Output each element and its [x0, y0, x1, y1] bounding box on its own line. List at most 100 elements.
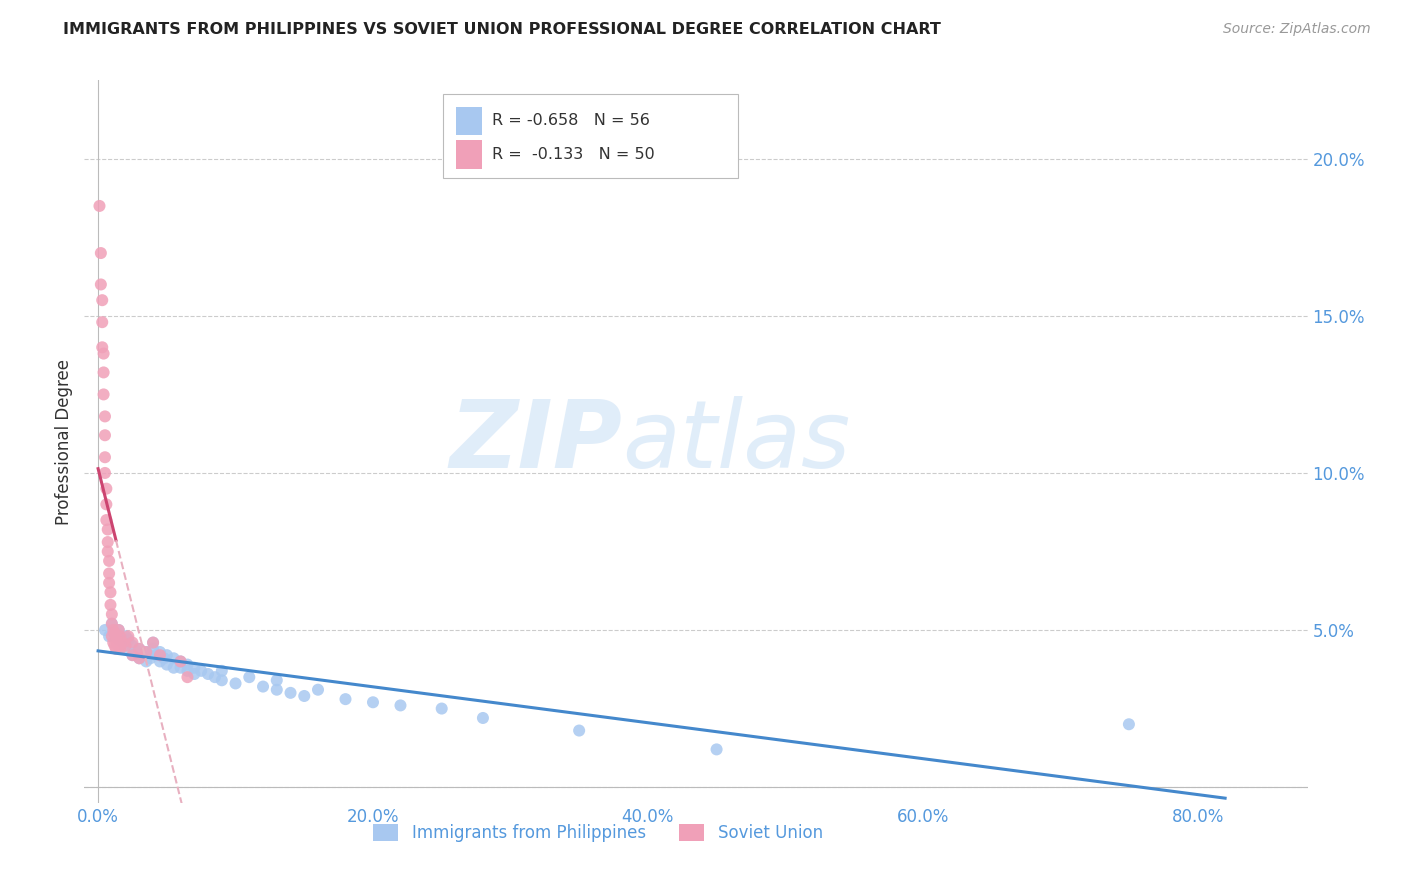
Point [197, 667, 219, 681]
Point [103, 623, 125, 637]
Point [176, 670, 198, 684]
Point [100, 598, 122, 612]
Point [121, 648, 143, 662]
Point [163, 661, 186, 675]
Text: R = -0.658   N = 56: R = -0.658 N = 56 [492, 113, 650, 128]
Point [104, 626, 127, 640]
Point [107, 623, 129, 637]
Point [225, 676, 247, 690]
Point [121, 639, 143, 653]
Point [97, 535, 120, 549]
Point [107, 639, 129, 653]
Point [103, 635, 125, 649]
Text: R =  -0.133   N = 50: R = -0.133 N = 50 [492, 147, 655, 162]
Point [361, 695, 384, 709]
Point [98, 554, 121, 568]
Point [128, 641, 150, 656]
Point [90, 246, 112, 260]
Text: ZIP: ZIP [450, 395, 623, 488]
Point [101, 616, 124, 631]
Point [108, 641, 131, 656]
Text: atlas: atlas [623, 396, 851, 487]
Point [292, 689, 315, 703]
Point [96, 497, 118, 511]
Point [145, 648, 167, 662]
Point [94, 466, 117, 480]
Point [149, 655, 172, 669]
Point [98, 566, 121, 581]
Point [568, 723, 591, 738]
Point [101, 607, 124, 622]
Point [176, 657, 198, 672]
Point [156, 648, 179, 662]
Point [266, 682, 288, 697]
Point [114, 639, 136, 653]
Point [204, 670, 226, 684]
Point [96, 513, 118, 527]
Point [117, 632, 139, 647]
Point [430, 701, 453, 715]
Point [104, 641, 127, 656]
Point [104, 626, 127, 640]
Point [1118, 717, 1140, 731]
Point [101, 616, 124, 631]
Text: IMMIGRANTS FROM PHILIPPINES VS SOVIET UNION PROFESSIONAL DEGREE CORRELATION CHAR: IMMIGRANTS FROM PHILIPPINES VS SOVIET UN… [63, 22, 941, 37]
Point [104, 629, 127, 643]
Point [389, 698, 412, 713]
Point [94, 450, 117, 465]
Point [131, 648, 153, 662]
Point [93, 387, 115, 401]
Point [108, 629, 131, 643]
Point [91, 340, 114, 354]
Point [335, 692, 357, 706]
Point [121, 648, 143, 662]
Point [139, 651, 162, 665]
Point [149, 645, 172, 659]
Point [89, 199, 111, 213]
Point [169, 655, 191, 669]
Point [266, 673, 288, 688]
Point [114, 641, 136, 656]
Point [190, 664, 212, 678]
Point [91, 293, 114, 308]
Point [128, 641, 150, 656]
Point [135, 655, 157, 669]
Point [111, 635, 134, 649]
Legend: Immigrants from Philippines, Soviet Union: Immigrants from Philippines, Soviet Unio… [367, 817, 830, 848]
Point [169, 661, 191, 675]
Point [93, 366, 115, 380]
Text: Source: ZipAtlas.com: Source: ZipAtlas.com [1223, 22, 1371, 37]
Point [91, 315, 114, 329]
Point [101, 629, 124, 643]
Point [114, 629, 136, 643]
Point [94, 409, 117, 424]
Point [153, 651, 176, 665]
Point [98, 629, 121, 643]
Point [471, 711, 494, 725]
Point [163, 651, 186, 665]
Point [111, 635, 134, 649]
Point [94, 428, 117, 442]
Point [117, 629, 139, 643]
Point [98, 575, 121, 590]
Point [128, 651, 150, 665]
Point [128, 651, 150, 665]
Point [107, 632, 129, 647]
Point [135, 645, 157, 659]
Point [94, 623, 117, 637]
Point [100, 585, 122, 599]
Point [183, 667, 205, 681]
Point [142, 635, 165, 649]
Point [142, 635, 165, 649]
Point [252, 680, 274, 694]
Y-axis label: Professional Degree: Professional Degree [55, 359, 73, 524]
Point [90, 277, 112, 292]
Point [307, 682, 329, 697]
Point [211, 664, 233, 678]
Point [135, 645, 157, 659]
Point [183, 661, 205, 675]
Point [169, 655, 191, 669]
Point [97, 523, 120, 537]
Point [706, 742, 728, 756]
Point [97, 544, 120, 558]
